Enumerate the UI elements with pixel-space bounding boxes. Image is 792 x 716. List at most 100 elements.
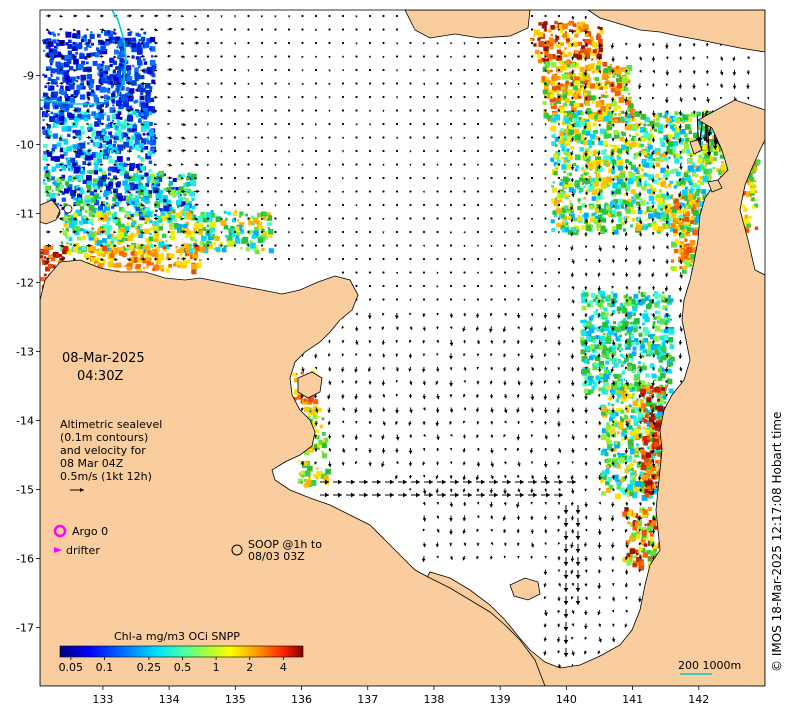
chlorophyll-pixel: [133, 248, 136, 251]
chlorophyll-pixel: [629, 436, 635, 441]
chlorophyll-pixel: [577, 41, 583, 46]
chlorophyll-pixel: [622, 489, 628, 495]
chlorophyll-pixel: [577, 215, 581, 218]
chlorophyll-pixel: [594, 344, 597, 347]
chlorophyll-pixel: [132, 146, 135, 149]
chlorophyll-pixel: [42, 260, 48, 265]
chlorophyll-pixel: [614, 91, 620, 97]
chlorophyll-pixel: [602, 448, 607, 453]
chlorophyll-pixel: [182, 261, 187, 266]
chlorophyll-pixel: [158, 254, 165, 261]
chlorophyll-pixel: [587, 111, 592, 116]
chlorophyll-pixel: [604, 116, 610, 122]
chlorophyll-pixel: [564, 180, 569, 185]
chlorophyll-pixel: [665, 115, 668, 119]
chlorophyll-pixel: [297, 478, 303, 484]
chlorophyll-pixel: [42, 154, 48, 160]
chlorophyll-pixel: [266, 212, 271, 217]
chlorophyll-pixel: [630, 298, 636, 304]
chlorophyll-pixel: [651, 201, 655, 205]
chlorophyll-pixel: [129, 162, 136, 169]
chlorophyll-pixel: [543, 28, 547, 32]
chlorophyll-pixel: [694, 246, 698, 250]
chlorophyll-pixel: [576, 217, 581, 222]
chlorophyll-pixel: [80, 187, 83, 191]
chlorophyll-pixel: [644, 180, 647, 184]
chlorophyll-pixel: [651, 466, 657, 472]
chlorophyll-pixel: [667, 337, 674, 343]
chlorophyll-pixel: [259, 225, 264, 230]
chlorophyll-pixel: [579, 187, 584, 192]
chlorophyll-pixel: [667, 183, 672, 188]
chlorophyll-pixel: [53, 119, 58, 123]
chlorophyll-pixel: [653, 442, 659, 448]
chlorophyll-pixel: [541, 57, 546, 62]
chlorophyll-pixel: [73, 90, 79, 96]
chlorophyll-pixel: [146, 210, 152, 216]
chlorophyll-pixel: [615, 175, 620, 181]
chlorophyll-pixel: [618, 217, 622, 221]
chlorophyll-pixel: [616, 83, 623, 89]
chlorophyll-pixel: [658, 202, 662, 206]
chlorophyll-pixel: [657, 405, 664, 412]
chlorophyll-pixel: [627, 484, 634, 491]
chlorophyll-pixel: [620, 478, 624, 483]
chlorophyll-pixel: [103, 73, 108, 78]
chlorophyll-pixel: [575, 29, 580, 34]
chlorophyll-pixel: [599, 111, 605, 117]
chlorophyll-pixel: [60, 91, 65, 96]
chlorophyll-pixel: [625, 293, 628, 296]
chlorophyll-pixel: [597, 38, 603, 44]
chlorophyll-pixel: [695, 174, 699, 178]
chlorophyll-pixel: [659, 365, 663, 368]
chlorophyll-pixel: [82, 229, 88, 234]
chlorophyll-pixel: [585, 94, 591, 101]
chlorophyll-pixel: [184, 254, 187, 257]
chlorophyll-pixel: [546, 67, 549, 71]
chlorophyll-pixel: [152, 109, 156, 114]
chlorophyll-pixel: [97, 185, 103, 190]
chlorophyll-pixel: [685, 124, 691, 130]
chlorophyll-pixel: [133, 46, 139, 52]
chlorophyll-pixel: [614, 175, 617, 179]
chlorophyll-pixel: [130, 197, 136, 203]
chlorophyll-pixel: [691, 163, 696, 168]
chlorophyll-pixel: [620, 416, 623, 419]
chlorophyll-pixel: [302, 399, 308, 405]
chlorophyll-pixel: [663, 334, 669, 340]
chlorophyll-pixel: [54, 45, 57, 49]
chlorophyll-pixel: [190, 237, 193, 240]
chlorophyll-pixel: [660, 329, 664, 333]
chlorophyll-pixel: [118, 138, 123, 143]
chlorophyll-pixel: [564, 182, 570, 188]
chlorophyll-pixel: [600, 105, 606, 112]
chlorophyll-pixel: [675, 232, 679, 236]
chlorophyll-pixel: [558, 139, 563, 144]
chlorophyll-pixel: [137, 33, 141, 37]
chlorophyll-pixel: [104, 65, 110, 71]
chlorophyll-pixel: [48, 254, 52, 259]
chlorophyll-pixel: [639, 560, 644, 565]
chlorophyll-pixel: [208, 241, 212, 244]
chlorophyll-pixel: [574, 168, 578, 172]
chlorophyll-pixel: [638, 292, 641, 295]
chlorophyll-pixel: [574, 180, 581, 186]
chlorophyll-pixel: [265, 215, 268, 219]
chlorophyll-pixel: [317, 471, 323, 477]
chlorophyll-pixel: [126, 222, 130, 226]
chlorophyll-pixel: [128, 260, 133, 266]
chlorophyll-pixel: [647, 143, 651, 147]
chlorophyll-pixel: [640, 449, 645, 454]
chlorophyll-pixel: [584, 220, 588, 224]
chlorophyll-pixel: [113, 193, 118, 198]
chlorophyll-pixel: [234, 210, 238, 213]
chlorophyll-pixel: [632, 312, 636, 316]
chlorophyll-pixel: [659, 155, 664, 159]
chlorophyll-pixel: [135, 164, 140, 169]
chlorophyll-pixel: [657, 368, 662, 373]
chlorophyll-pixel: [87, 123, 93, 129]
chlorophyll-pixel: [72, 43, 78, 49]
chlorophyll-pixel: [617, 184, 621, 188]
chlorophyll-pixel: [49, 192, 56, 199]
chlorophyll-pixel: [749, 215, 752, 219]
